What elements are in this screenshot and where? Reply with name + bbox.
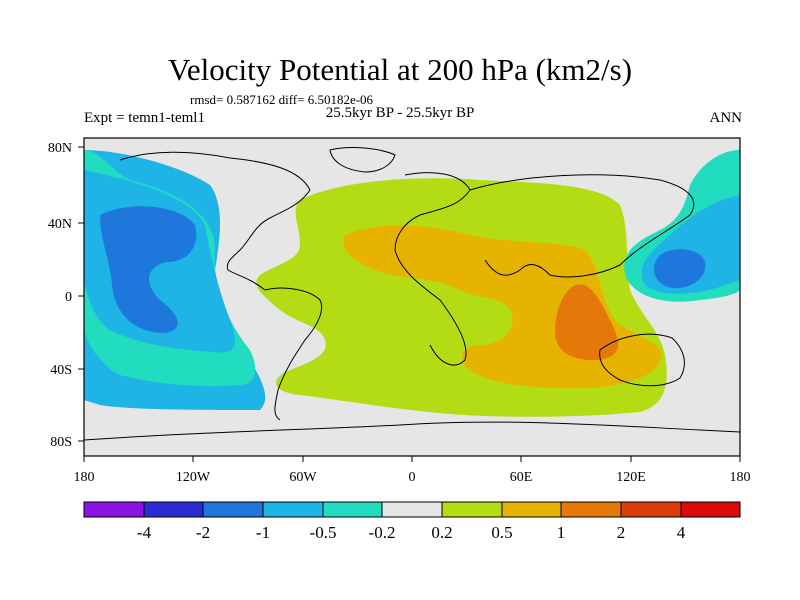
colorbar-label-6: 0.2 [431, 523, 452, 542]
colorbar-label-1: -4 [137, 523, 152, 542]
coast-north-america [119, 151, 311, 291]
stats-text: rmsd= 0.587162 diff= 6.50182e-06 [190, 92, 374, 107]
colorbar-label-7: 0.5 [491, 523, 512, 542]
contour-indian-ocean-max [555, 284, 619, 361]
colorbar-box-5 [322, 501, 383, 518]
lon-label-60e: 60E [510, 470, 533, 485]
coast-antarctica [84, 421, 740, 441]
season-label: ANN [709, 110, 743, 126]
coast-greenland [329, 147, 396, 173]
chart-title: Velocity Potential at 200 hPa (km2/s) [167, 52, 633, 87]
coast-south-america [264, 287, 323, 421]
colorbar-box-1 [83, 501, 145, 518]
colorbar-label-9: 2 [617, 523, 626, 542]
lon-label-120e: 120E [616, 470, 646, 485]
colorbar-label-8: 1 [557, 523, 566, 542]
colorbar-box-10 [620, 501, 682, 518]
lon-label-60w: 60W [289, 470, 317, 485]
contour-wpacific-verylow [653, 249, 706, 289]
colorbar-label-5: -0.2 [369, 523, 396, 542]
experiment-label: Expt = temn1-teml1 [84, 110, 205, 126]
contour-field [84, 138, 740, 456]
axis-ticks [78, 146, 741, 462]
colorbar-label-2: -2 [196, 523, 210, 542]
coast-europe-africa [394, 172, 471, 366]
colorbar-label-10: 4 [677, 523, 686, 542]
lon-label-120w: 120W [176, 470, 211, 485]
colorbar [83, 501, 741, 518]
colorbar-box-3 [202, 501, 264, 518]
colorbar-label-4: -0.5 [310, 523, 337, 542]
lat-label-80s: 80S [50, 435, 72, 450]
lon-label-0: 0 [409, 470, 416, 485]
colorbar-box-7 [441, 501, 503, 518]
contour-pacific-verylow [100, 206, 197, 333]
colorbar-label-3: -1 [256, 523, 270, 542]
lat-label-80n: 80N [48, 141, 72, 156]
coastlines [84, 147, 740, 441]
lat-label-40n: 40N [48, 217, 72, 232]
lat-label-0: 0 [65, 290, 72, 305]
lon-label-180e: 180 [730, 470, 751, 485]
colorbar-box-4 [262, 501, 324, 518]
colorbar-box-11 [680, 501, 741, 518]
colorbar-box-6 [381, 501, 443, 518]
colorbar-box-9 [560, 501, 622, 518]
coast-australia [599, 333, 685, 387]
coast-asia [469, 174, 695, 278]
colorbar-box-2 [143, 501, 204, 518]
colorbar-box-8 [501, 501, 562, 518]
lon-label-180w: 180 [74, 470, 95, 485]
lat-label-40s: 40S [50, 363, 72, 378]
subtitle: 25.5kyr BP - 25.5kyr BP [325, 105, 475, 121]
